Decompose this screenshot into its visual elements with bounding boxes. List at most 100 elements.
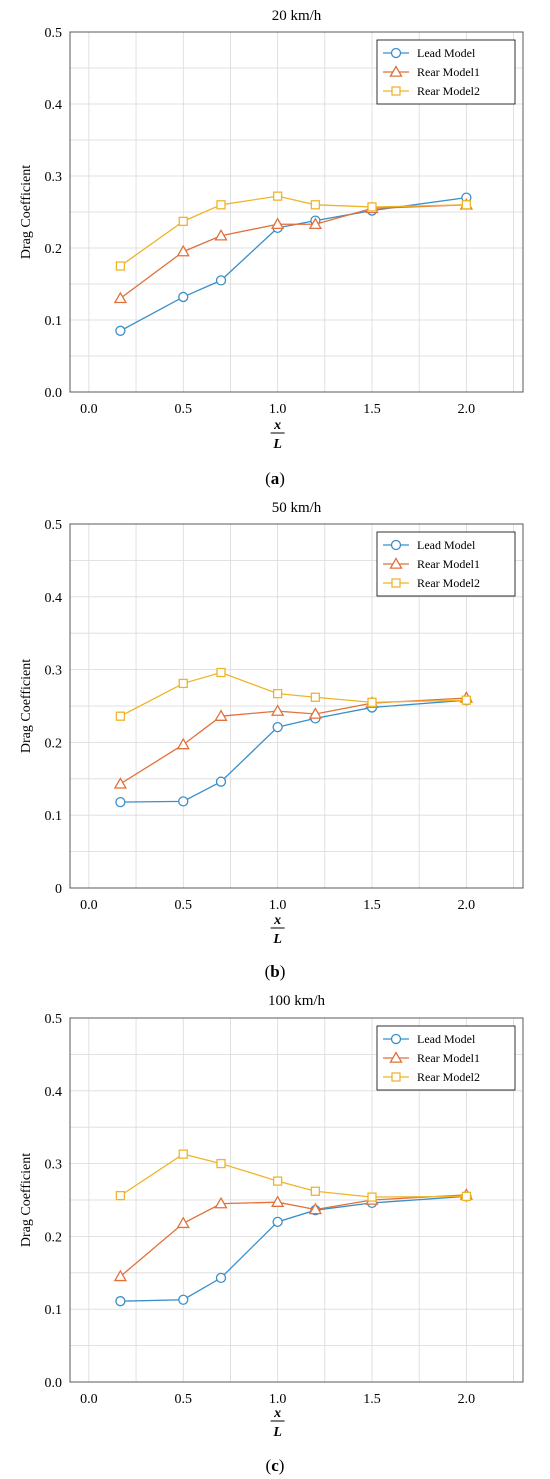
data-point-circle bbox=[178, 796, 189, 807]
x-tick-label: 0.0 bbox=[80, 402, 98, 417]
data-point-circle bbox=[272, 1216, 283, 1227]
series-lead-model bbox=[115, 192, 472, 336]
plot-frame bbox=[69, 31, 524, 393]
data-point-circle bbox=[115, 1296, 126, 1307]
data-point-triangle bbox=[389, 65, 403, 77]
panel-caption: (a) bbox=[265, 469, 285, 488]
x-tick-label: 2.0 bbox=[458, 1392, 476, 1407]
x-axis-label-numerator: x bbox=[273, 418, 281, 433]
data-point-triangle bbox=[214, 709, 228, 721]
caption-paren-open: ( bbox=[265, 469, 271, 488]
data-point-square bbox=[461, 1191, 472, 1202]
caption-letter: c bbox=[271, 1456, 279, 1475]
data-point-square bbox=[310, 200, 321, 210]
caption-paren-close: ) bbox=[279, 469, 285, 488]
x-axis-label-denominator: L bbox=[272, 1425, 282, 1440]
data-point-square bbox=[178, 1149, 188, 1159]
x-tick-label: 1.5 bbox=[363, 402, 381, 417]
y-tick-label: 0.0 bbox=[45, 1376, 63, 1391]
y-tick-label: 0.2 bbox=[45, 242, 63, 257]
x-tick-label: 1.0 bbox=[269, 1392, 287, 1407]
plot-frame bbox=[69, 523, 524, 889]
legend-item: Rear Model2 bbox=[383, 84, 480, 98]
legend-item: Rear Model1 bbox=[383, 1051, 480, 1065]
data-point-square bbox=[178, 678, 188, 689]
caption-paren-open: ( bbox=[266, 1456, 272, 1475]
legend: Lead Model Rear Model1 Rear Model2 bbox=[376, 531, 516, 597]
data-point-circle bbox=[178, 1294, 189, 1305]
legend-label: Rear Model1 bbox=[417, 65, 480, 79]
data-point-triangle bbox=[271, 217, 285, 230]
data-point-circle bbox=[390, 539, 402, 551]
x-tick-label: 0.5 bbox=[175, 402, 193, 417]
legend-item: Lead Model bbox=[383, 538, 476, 552]
x-tick-label: 2.0 bbox=[458, 402, 476, 417]
y-tick-label: 0.3 bbox=[45, 664, 63, 679]
data-point-square bbox=[391, 578, 401, 588]
legend-label: Rear Model2 bbox=[417, 84, 480, 98]
legend-item: Rear Model2 bbox=[383, 576, 480, 590]
series-lead-model bbox=[115, 1191, 472, 1307]
series-rear-model2 bbox=[115, 667, 472, 721]
caption-paren-close: ) bbox=[280, 962, 286, 981]
data-point-square bbox=[272, 688, 283, 699]
data-point-triangle bbox=[308, 217, 322, 230]
y-tick-label: 0.1 bbox=[45, 314, 63, 329]
data-point-circle bbox=[215, 275, 227, 286]
data-point-triangle bbox=[389, 1051, 403, 1063]
y-tick-label: 0 bbox=[55, 882, 62, 897]
data-point-square bbox=[367, 1192, 377, 1202]
y-axis-label: Drag Coefficient bbox=[19, 1153, 34, 1247]
data-point-square bbox=[367, 697, 377, 708]
data-point-circle bbox=[178, 291, 189, 303]
chart-title: 20 km/h bbox=[272, 8, 322, 24]
legend-label: Rear Model2 bbox=[417, 1070, 480, 1084]
y-tick-label: 0.5 bbox=[45, 518, 63, 533]
data-point-square bbox=[216, 200, 226, 210]
caption-letter: b bbox=[270, 962, 279, 981]
caption-paren-open: ( bbox=[265, 962, 271, 981]
data-point-triangle bbox=[176, 244, 190, 257]
y-tick-label: 0.4 bbox=[45, 98, 63, 113]
data-point-triangle bbox=[308, 707, 322, 719]
data-point-square bbox=[115, 711, 126, 721]
data-point-square bbox=[272, 191, 283, 201]
chart-panel-c: 100 km/h 0.0 0.1 0.2 0.3 0.4 0.5 0.0 0.5 1.0 1.5 2.… bbox=[19, 993, 524, 1475]
series-line bbox=[120, 697, 467, 785]
data-point-circle bbox=[390, 1033, 402, 1045]
series-line bbox=[119, 1194, 467, 1277]
legend-label: Rear Model1 bbox=[417, 1051, 480, 1065]
y-axis-label: Drag Coefficient bbox=[19, 165, 34, 259]
y-tick-label: 0.2 bbox=[45, 1230, 63, 1245]
y-tick-label: 0.0 bbox=[45, 386, 63, 401]
legend-label: Rear Model1 bbox=[417, 557, 480, 571]
series-rear-model1 bbox=[113, 197, 473, 304]
data-point-square bbox=[178, 216, 188, 227]
legend-item: Lead Model bbox=[383, 1032, 476, 1046]
legend-item: Rear Model1 bbox=[383, 557, 480, 571]
series-rear-model1 bbox=[113, 691, 473, 789]
legend-item: Lead Model bbox=[383, 46, 476, 60]
chart-title: 50 km/h bbox=[272, 500, 322, 516]
series-line bbox=[120, 671, 467, 717]
series-line bbox=[120, 196, 467, 332]
x-axis-label-denominator: L bbox=[272, 932, 282, 947]
x-tick-label: 1.0 bbox=[269, 402, 287, 417]
data-point-triangle bbox=[113, 777, 128, 789]
data-point-triangle bbox=[389, 557, 403, 569]
data-point-circle bbox=[390, 47, 402, 59]
caption-letter: a bbox=[271, 469, 280, 488]
data-point-square bbox=[216, 667, 226, 678]
y-tick-label: 0.4 bbox=[45, 1085, 63, 1100]
x-tick-label: 0.5 bbox=[175, 1392, 193, 1407]
legend: Lead Model Rear Model1 Rear Model2 bbox=[376, 1025, 516, 1091]
data-point-square bbox=[391, 1072, 401, 1082]
x-axis-label-numerator: x bbox=[273, 1406, 281, 1421]
data-point-square bbox=[216, 1158, 226, 1169]
data-point-triangle bbox=[113, 1269, 128, 1282]
caption-paren-close: ) bbox=[279, 1456, 285, 1475]
data-point-circle bbox=[115, 796, 126, 808]
y-tick-label: 0.1 bbox=[45, 1303, 63, 1318]
